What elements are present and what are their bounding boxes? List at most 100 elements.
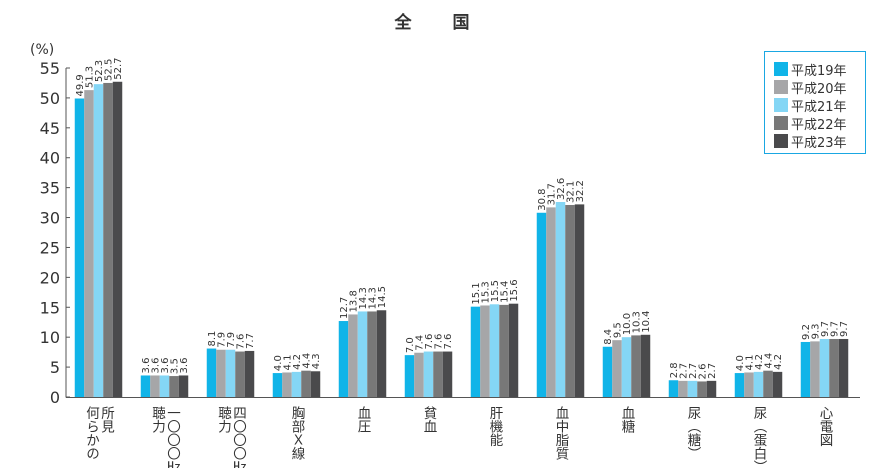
- category-label: 肝機能: [487, 406, 504, 448]
- category-label: 聴力: [215, 406, 232, 435]
- bar: [829, 338, 839, 397]
- data-label: 52.3: [94, 60, 105, 82]
- legend-label: 平成22年: [791, 117, 847, 133]
- bar: [272, 373, 283, 397]
- data-label: 7.0: [405, 337, 416, 353]
- data-label: 15.5: [490, 280, 501, 302]
- bar: [612, 340, 622, 397]
- data-label: 9.7: [820, 321, 831, 337]
- data-label: 32.2: [575, 180, 586, 202]
- category-label: 何らかの: [83, 406, 100, 461]
- bar: [819, 338, 830, 397]
- bar: [103, 82, 113, 398]
- data-label: 3.6: [160, 358, 171, 374]
- data-label: 7.6: [236, 334, 247, 350]
- bar: [404, 355, 415, 397]
- data-label: 4.1: [283, 355, 294, 371]
- y-tick-label: 35: [40, 179, 60, 198]
- data-label: 14.5: [377, 286, 388, 308]
- data-label: 30.8: [537, 188, 548, 210]
- bar: [357, 311, 368, 397]
- bar: [291, 371, 302, 397]
- y-tick-label: 0: [50, 388, 60, 407]
- bar: [414, 352, 424, 397]
- bar: [74, 98, 85, 398]
- data-label: 2.6: [698, 364, 709, 380]
- bar: [348, 314, 358, 397]
- data-label: 4.4: [302, 353, 313, 369]
- category-label: 尿（蛋白）: [751, 406, 768, 468]
- legend-label: 平成23年: [791, 135, 847, 151]
- data-label: 4.1: [745, 355, 756, 371]
- bar: [93, 84, 104, 397]
- category-label: 血糖: [619, 406, 636, 434]
- data-label: 9.3: [811, 323, 822, 339]
- bar: [150, 375, 160, 397]
- data-label: 10.4: [641, 311, 652, 333]
- bar: [376, 310, 387, 397]
- data-label: 4.3: [311, 353, 322, 369]
- legend-swatch: [774, 134, 788, 148]
- data-label: 10.0: [622, 313, 633, 335]
- data-label: 32.1: [566, 181, 577, 203]
- bar: [640, 334, 651, 397]
- legend-swatch: [774, 98, 788, 112]
- chart-title: 全 国: [394, 13, 482, 33]
- bar: [338, 321, 349, 397]
- y-tick-label: 40: [40, 149, 60, 168]
- data-label: 2.8: [669, 362, 680, 378]
- data-label: 4.0: [735, 355, 746, 371]
- data-label: 9.7: [830, 321, 841, 337]
- y-tick-label: 20: [40, 268, 60, 287]
- data-label: 52.5: [104, 59, 115, 81]
- data-label: 7.6: [443, 334, 454, 350]
- category-label: 血圧: [355, 406, 372, 434]
- legend-item: 平成22年: [774, 114, 865, 133]
- data-label: 4.2: [754, 354, 765, 370]
- bar: [574, 204, 585, 397]
- category-label: 四〇〇〇㎐: [230, 406, 247, 468]
- category-label: 聴力: [149, 406, 166, 435]
- bar: [216, 349, 226, 397]
- data-label: 7.6: [424, 334, 435, 350]
- bar: [112, 81, 123, 397]
- data-label: 2.7: [688, 363, 699, 379]
- data-label: 15.6: [509, 279, 520, 301]
- legend-item: 平成23年: [774, 132, 865, 151]
- category-label: 尿（糖）: [685, 406, 702, 460]
- bar: [744, 372, 754, 397]
- y-axis-unit: (%): [30, 42, 55, 58]
- data-label: 9.7: [839, 321, 850, 337]
- bar: [480, 305, 490, 397]
- data-label: 32.6: [556, 178, 567, 200]
- data-label: 51.3: [85, 66, 96, 88]
- legend-item: 平成20年: [774, 78, 865, 97]
- bar: [565, 204, 575, 397]
- data-label: 15.1: [471, 282, 482, 304]
- data-label: 7.9: [217, 332, 228, 348]
- bar: [621, 337, 632, 397]
- bar: [697, 381, 707, 397]
- bar: [84, 90, 94, 398]
- data-label: 31.7: [547, 183, 558, 205]
- legend-label: 平成20年: [791, 81, 847, 97]
- data-label: 8.4: [603, 329, 614, 345]
- bar: [442, 351, 453, 397]
- bar: [772, 371, 783, 397]
- data-label: 2.7: [707, 363, 718, 379]
- data-label: 3.6: [151, 358, 162, 374]
- legend-label: 平成19年: [791, 63, 847, 79]
- bar: [678, 380, 688, 397]
- bar: [602, 346, 613, 397]
- data-label: 15.3: [481, 281, 492, 303]
- bar: [235, 351, 245, 397]
- data-label: 4.0: [273, 355, 284, 371]
- data-label: 9.2: [801, 324, 812, 340]
- bar: [169, 376, 179, 397]
- data-label: 7.9: [226, 332, 237, 348]
- data-label: 13.8: [349, 290, 360, 312]
- bar: [244, 350, 255, 397]
- legend-swatch: [774, 116, 788, 130]
- data-label: 14.3: [368, 287, 379, 309]
- category-label: 胸部Ｘ線: [289, 406, 306, 461]
